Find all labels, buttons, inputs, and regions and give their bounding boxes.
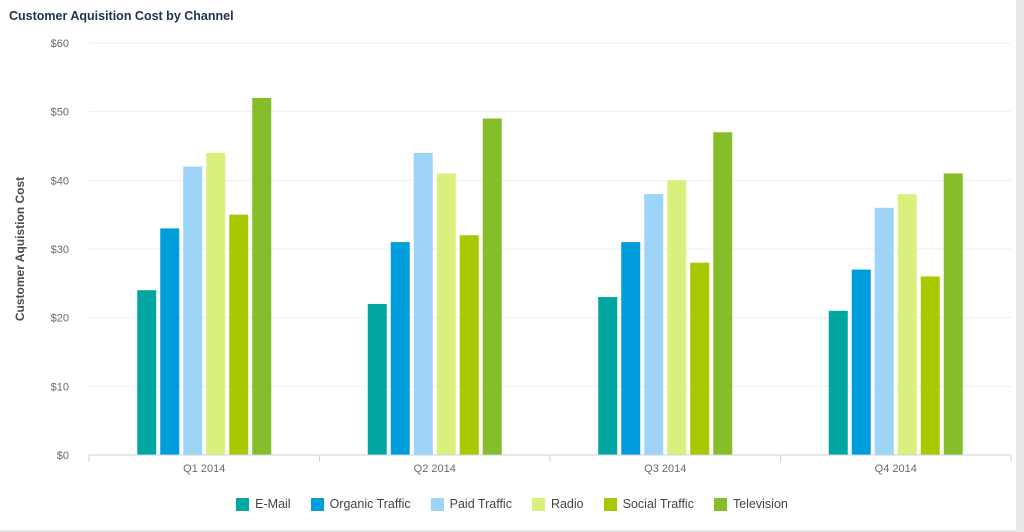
y-tick-label: $60 <box>51 38 69 50</box>
x-axis-ticks: Q1 2014 Q2 2014 Q3 2014 Q4 2014 <box>88 455 1012 475</box>
legend-label: Social Traffic <box>622 497 694 511</box>
bar-e-mail[interactable] <box>828 310 848 455</box>
bar-organic-traffic[interactable] <box>851 269 871 455</box>
bar-radio[interactable] <box>436 173 456 455</box>
x-tick-label: Q2 2014 <box>414 463 456 475</box>
bar-television[interactable] <box>713 132 733 455</box>
y-axis-label: Customer Aquistion Cost <box>13 177 27 321</box>
y-tick-label: $10 <box>51 381 69 393</box>
legend-label: Television <box>732 497 788 511</box>
legend-item[interactable]: Paid Traffic <box>430 497 512 511</box>
bar-radio[interactable] <box>667 180 687 456</box>
bar-paid-traffic[interactable] <box>413 152 433 455</box>
legend-item[interactable]: E-Mail <box>236 497 291 511</box>
legend-label: E-Mail <box>255 497 291 511</box>
legend-item[interactable]: Television <box>713 497 788 511</box>
bar-television[interactable] <box>943 173 963 455</box>
bar-e-mail[interactable] <box>137 290 157 455</box>
bar-e-mail[interactable] <box>367 303 387 455</box>
bar-organic-traffic[interactable] <box>390 242 410 455</box>
bar-radio[interactable] <box>206 152 226 455</box>
y-tick-label: $50 <box>51 107 69 119</box>
gridlines <box>89 42 1011 387</box>
y-tick-label: $20 <box>51 313 69 325</box>
legend-swatch <box>430 497 444 511</box>
bar-paid-traffic[interactable] <box>874 207 894 455</box>
legend-swatch <box>236 497 250 511</box>
bar-social-traffic[interactable] <box>690 262 710 455</box>
y-tick-label: $30 <box>51 244 69 256</box>
bar-e-mail[interactable] <box>598 297 618 455</box>
bar-social-traffic[interactable] <box>459 235 479 455</box>
x-tick-label: Q3 2014 <box>644 463 686 475</box>
legend-label: Radio <box>550 497 584 511</box>
bar-chart: $0 $10 $20 $30 $40 $50 $60 Customer Aquistion … <box>13 38 1012 475</box>
legend-item[interactable]: Social Traffic <box>603 497 694 511</box>
legend-label: Organic Traffic <box>329 497 411 511</box>
legend-item[interactable]: Organic Traffic <box>310 497 411 511</box>
bar-organic-traffic[interactable] <box>160 228 180 455</box>
bar-paid-traffic[interactable] <box>644 194 664 456</box>
bar-social-traffic[interactable] <box>229 214 249 455</box>
bars <box>137 97 963 456</box>
legend-swatch <box>531 497 545 511</box>
y-tick-label: $0 <box>57 450 69 462</box>
bar-radio[interactable] <box>897 194 917 456</box>
bar-organic-traffic[interactable] <box>621 242 641 455</box>
legend: E-Mail Organic Traffic Paid Traffic Radio So… <box>0 492 1024 516</box>
legend-swatch <box>310 497 324 511</box>
x-tick-label: Q4 2014 <box>875 463 917 475</box>
y-axis-ticks: $0 $10 $20 $30 $40 $50 $60 <box>51 38 69 462</box>
y-tick-label: $40 <box>51 175 69 187</box>
bar-paid-traffic[interactable] <box>183 166 203 455</box>
legend-swatch <box>603 497 617 511</box>
legend-item[interactable]: Radio <box>531 497 584 511</box>
legend-swatch <box>713 497 727 511</box>
chart-title: Customer Aquisition Cost by Channel <box>9 9 234 23</box>
legend-label: Paid Traffic <box>449 497 512 511</box>
bar-television[interactable] <box>482 118 502 456</box>
bar-television[interactable] <box>252 97 272 455</box>
bar-social-traffic[interactable] <box>920 276 940 455</box>
x-tick-label: Q1 2014 <box>183 463 225 475</box>
